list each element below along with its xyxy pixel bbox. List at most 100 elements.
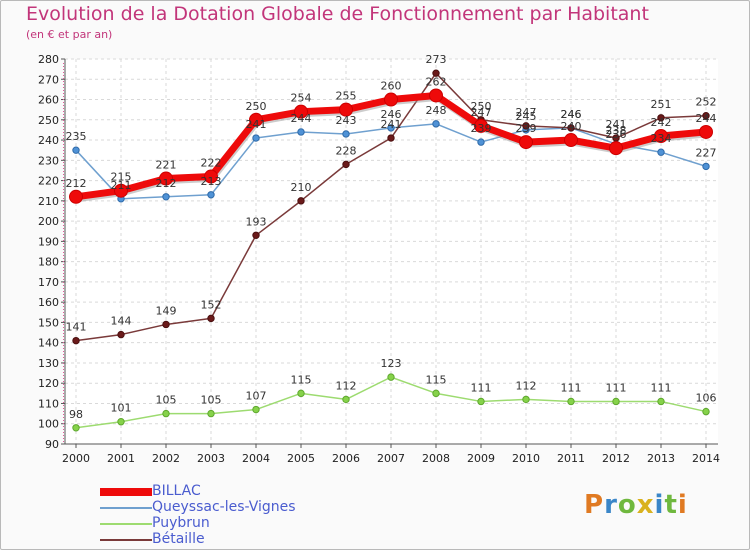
y-tick-label: 120 (38, 377, 59, 390)
axis-dot (63, 345, 64, 346)
data-label-billac: 254 (291, 92, 312, 105)
data-label-puybrun: 111 (561, 381, 582, 394)
data-point-betaille (522, 122, 530, 130)
data-point-puybrun (612, 397, 620, 406)
axis-dot (63, 267, 64, 268)
axis-dot (63, 264, 64, 265)
axis-dot (63, 72, 64, 73)
axis-dot (63, 204, 64, 205)
axis-dot (63, 207, 64, 208)
axis-dot (63, 252, 64, 253)
axis-dot (63, 90, 64, 91)
axis-dot (63, 198, 64, 199)
data-point-betaille (657, 114, 665, 122)
data-point-queyssac (252, 134, 260, 142)
data-point-billac (114, 183, 128, 198)
y-tick-label: 180 (38, 256, 59, 269)
axis-dot (63, 333, 64, 334)
axis-dot (63, 222, 64, 223)
axis-dot (63, 354, 64, 355)
axis-dot (63, 255, 64, 256)
data-label-billac: 240 (561, 120, 582, 133)
axis-dot (63, 276, 64, 277)
y-tick-label: 150 (38, 316, 59, 329)
data-label-puybrun: 105 (201, 394, 222, 407)
data-point-billac (429, 88, 443, 103)
data-point-puybrun (297, 389, 305, 398)
axis-dot (63, 69, 64, 70)
axis-dot (63, 81, 64, 82)
axis-dot (63, 327, 64, 328)
legend-item-puybrun: Puybrun (100, 515, 360, 532)
axis-dot (63, 210, 64, 211)
axis-dot (63, 114, 64, 115)
data-point-billac (159, 171, 173, 186)
axis-dot (63, 270, 64, 271)
axis-dot (63, 78, 64, 79)
axis-dot (63, 231, 64, 232)
x-tick-label: 2003 (197, 452, 225, 465)
y-tick-label: 140 (38, 337, 59, 350)
data-point-betaille (387, 134, 395, 142)
data-label-billac: 222 (201, 157, 222, 170)
axis-dot (63, 366, 64, 367)
axis-dot (63, 300, 64, 301)
x-tick-label: 2001 (107, 452, 135, 465)
axis-dot (63, 423, 64, 424)
axis-dot (63, 174, 64, 175)
data-point-puybrun (162, 409, 170, 418)
data-label-betaille: 241 (606, 118, 627, 131)
x-tick-label: 2007 (377, 452, 405, 465)
axis-dot (63, 420, 64, 421)
data-point-betaille (117, 330, 125, 339)
axis-dot (63, 180, 64, 181)
legend-swatch-billac (100, 488, 152, 496)
data-point-billac (249, 112, 263, 127)
y-tick-label: 260 (38, 94, 59, 107)
data-label-billac: 239 (516, 122, 537, 135)
data-point-billac (474, 118, 488, 133)
axis-dot (63, 321, 64, 322)
data-label-betaille: 241 (381, 118, 402, 131)
axis-dot (63, 261, 64, 262)
chart-subtitle: (en € et par an) (26, 28, 113, 41)
axis-dot (63, 339, 64, 340)
y-tick-label: 110 (38, 397, 59, 410)
data-label-billac: 221 (156, 159, 177, 172)
axis-dot (63, 288, 64, 289)
axis-dot (63, 402, 64, 403)
axis-dot (63, 66, 64, 67)
data-point-betaille (162, 320, 170, 329)
data-label-queyssac: 244 (291, 112, 312, 125)
data-point-puybrun (522, 395, 530, 404)
data-label-puybrun: 107 (246, 390, 267, 403)
axis-dot (63, 429, 64, 430)
data-label-queyssac: 246 (561, 108, 582, 121)
axis-dot (63, 171, 64, 172)
brand-logo: Proxiti (584, 490, 688, 520)
axis-dot (63, 129, 64, 130)
axis-dot (63, 294, 64, 295)
axis-dot (63, 282, 64, 283)
data-point-billac (654, 129, 668, 143)
x-tick-label: 2009 (467, 452, 495, 465)
axis-dot (63, 303, 64, 304)
data-label-queyssac: 213 (201, 175, 222, 188)
data-label-betaille: 228 (336, 144, 357, 157)
data-point-queyssac (657, 148, 665, 156)
data-point-billac (384, 92, 398, 107)
data-label-queyssac: 243 (336, 114, 357, 127)
data-label-queyssac: 238 (606, 124, 627, 137)
data-label-puybrun: 112 (516, 379, 537, 392)
data-point-billac (519, 135, 533, 150)
axis-dot (63, 201, 64, 202)
axis-dot (63, 357, 64, 358)
axis-dot (63, 285, 64, 286)
axis-dot (63, 75, 64, 76)
axis-dot (63, 213, 64, 214)
axis-dot (63, 165, 64, 166)
axis-dot (63, 315, 64, 316)
axis-dot (63, 135, 64, 136)
y-tick-label: 90 (45, 438, 59, 451)
